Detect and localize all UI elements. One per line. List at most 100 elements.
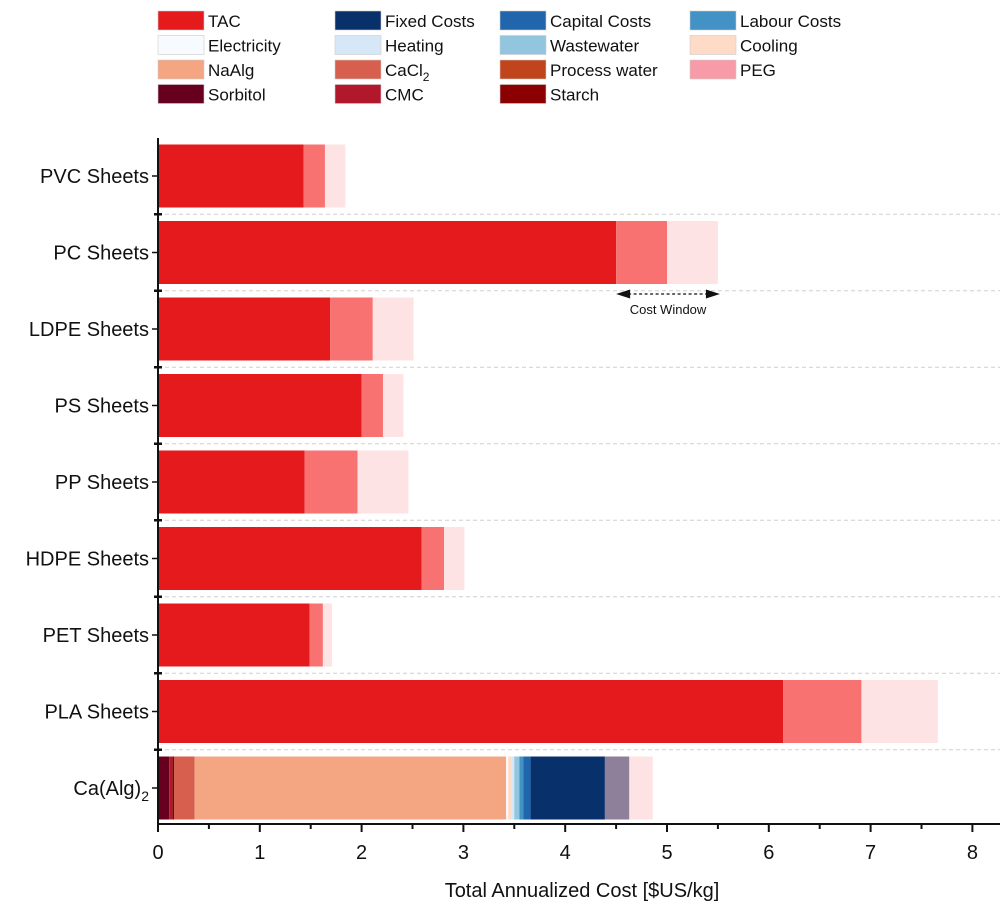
x-tick-label: 6	[763, 842, 774, 864]
legend-label-processwater: Process water	[550, 61, 658, 80]
bar-segment	[511, 756, 515, 820]
legend-swatch-cmc	[334, 84, 382, 104]
bar-group-pp-sheets	[158, 450, 409, 514]
bar-segment	[158, 450, 305, 514]
category-label: HDPE Sheets	[26, 549, 149, 571]
bar-group-ca-alg-2	[158, 756, 653, 820]
bar-segment	[508, 756, 512, 820]
legend-label-capital: Capital Costs	[550, 12, 651, 31]
x-tick-label: 2	[356, 842, 367, 864]
x-tick-label: 4	[560, 842, 571, 864]
bar-segment	[783, 680, 862, 743]
bar-segment	[172, 756, 175, 820]
bar-segment	[861, 680, 938, 743]
x-tick-label: 8	[967, 842, 978, 864]
bar-segment	[372, 297, 414, 361]
bar-segment	[158, 297, 331, 361]
category-label: PLA Sheets	[44, 702, 149, 724]
bar-segment	[604, 756, 630, 820]
legend-swatch-cacl2	[334, 59, 382, 80]
x-tick-label: 7	[865, 842, 876, 864]
bar-segment	[629, 756, 653, 820]
legend-label-naalg: NaAlg	[208, 61, 254, 80]
category-label: PET Sheets	[43, 625, 149, 647]
category-label: PC Sheets	[53, 243, 149, 265]
bar-segment	[361, 374, 383, 437]
bar-segment	[514, 756, 520, 820]
legend-swatch-starch	[499, 84, 547, 104]
bar-segment	[382, 374, 404, 437]
legend: TAC Fixed Costs Capital Costs Labour Costs E…	[157, 10, 841, 105]
bar-group-hdpe-sheets	[158, 527, 465, 590]
bar-segment	[309, 603, 323, 667]
legend-label-tac: TAC	[208, 12, 241, 31]
legend-label-peg: PEG	[740, 61, 776, 80]
legend-swatch-processwater	[499, 59, 547, 80]
legend-swatch-labour	[689, 10, 737, 31]
legend-swatch-capital	[499, 10, 547, 31]
legend-label-cacl2: CaCl2	[385, 61, 430, 84]
bar-segment	[519, 756, 524, 820]
bar-segment	[158, 221, 617, 284]
bar-segment	[194, 756, 507, 820]
bar-group-pc-sheets	[158, 221, 718, 284]
bar-segment	[158, 144, 304, 208]
x-tick-label: 5	[661, 842, 672, 864]
bars	[158, 144, 938, 820]
bar-segment	[667, 221, 718, 284]
x-tick-label: 1	[254, 842, 265, 864]
legend-swatch-cooling	[689, 35, 737, 55]
legend-swatch-heating	[334, 35, 382, 55]
annotation-label: Cost Window	[630, 302, 707, 317]
legend-label-cooling: Cooling	[740, 37, 798, 56]
legend-swatch-sorbitol	[157, 84, 205, 104]
legend-label-cmc: CMC	[385, 86, 424, 105]
bar-segment	[158, 680, 784, 743]
grid-lines	[158, 213, 1000, 751]
legend-swatch-fixed	[334, 10, 382, 31]
bar-segment	[158, 603, 310, 667]
legend-label-heating: Heating	[385, 37, 444, 56]
bar-segment	[158, 527, 422, 590]
bar-group-pet-sheets	[158, 603, 333, 667]
bar-segment	[421, 527, 445, 590]
bar-segment	[444, 527, 465, 590]
bar-segment	[304, 450, 358, 514]
bar-segment	[506, 756, 509, 820]
bar-segment	[523, 756, 531, 820]
category-label: PP Sheets	[55, 472, 149, 494]
bar-segment	[322, 603, 333, 667]
annotations: Cost Window	[616, 289, 720, 317]
bar-group-ldpe-sheets	[158, 297, 414, 361]
bar-group-ps-sheets	[158, 374, 404, 437]
bar-segment	[303, 144, 325, 208]
legend-swatch-tac	[157, 10, 205, 31]
bar-segment	[158, 374, 362, 437]
category-label: Ca(Alg)2	[73, 778, 149, 804]
legend-label-sorbitol: Sorbitol	[208, 86, 266, 105]
bar-segment	[174, 756, 195, 820]
legend-label-wastewater: Wastewater	[550, 37, 639, 56]
bar-segment	[616, 221, 667, 284]
bar-segment	[158, 756, 170, 820]
annotation-arrowhead-left	[616, 289, 631, 299]
bar-segment	[324, 144, 346, 208]
axes: PVC Sheets PC Sheets LDPE Sheets PS Sheets P…	[26, 138, 1000, 864]
legend-label-fixed: Fixed Costs	[385, 12, 475, 31]
x-tick-label: 3	[458, 842, 469, 864]
legend-swatch-naalg	[157, 59, 205, 80]
legend-swatch-wastewater	[499, 35, 547, 55]
bar-segment	[169, 756, 173, 820]
cost-window-annotation: Cost Window	[616, 289, 720, 317]
legend-label-electricity: Electricity	[208, 37, 281, 56]
legend-swatch-electricity	[157, 35, 205, 55]
category-label: PVC Sheets	[40, 166, 149, 188]
category-label: PS Sheets	[54, 396, 149, 418]
x-axis-title: Total Annualized Cost [$US/kg]	[445, 880, 720, 902]
bar-group-pvc-sheets	[158, 144, 346, 208]
legend-label-labour: Labour Costs	[740, 12, 841, 31]
x-tick-label: 0	[152, 842, 163, 864]
annotation-arrowhead-right	[705, 289, 720, 299]
bar-segment	[357, 450, 409, 514]
